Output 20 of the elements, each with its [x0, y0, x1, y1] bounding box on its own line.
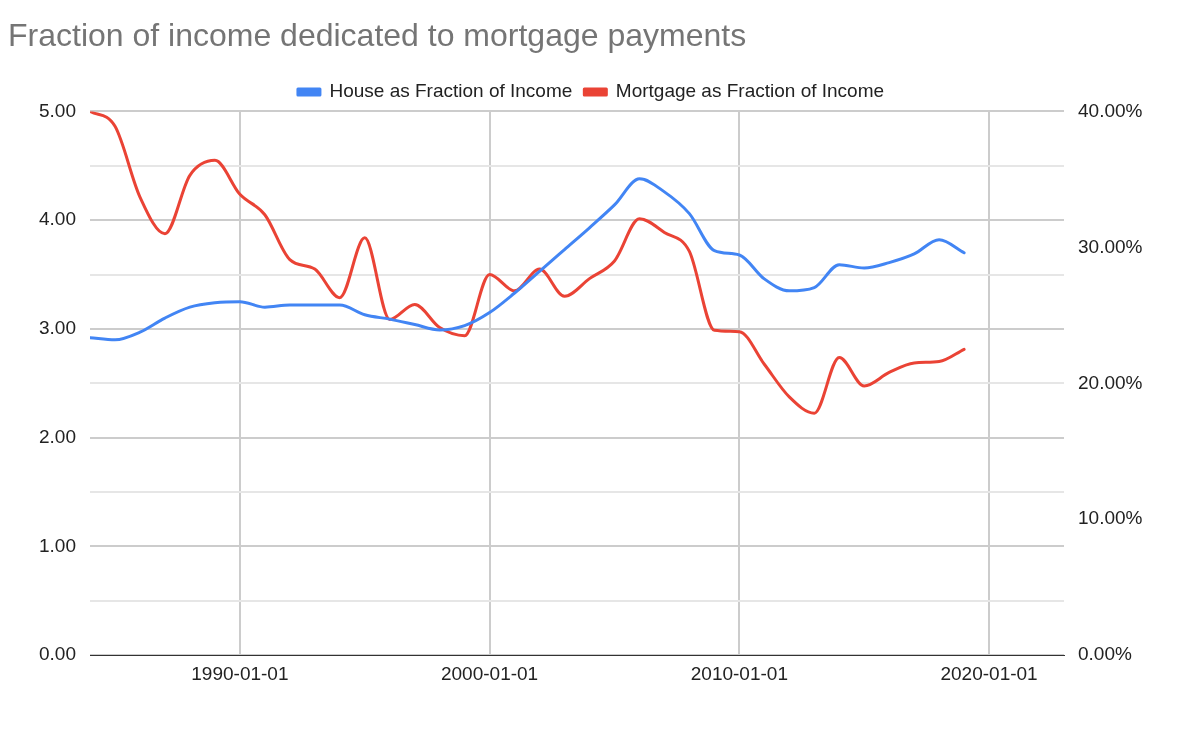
x-tick-label: 2000-01-01 [440, 662, 539, 684]
y2-tick-label: 20.00% [1078, 371, 1143, 393]
line-series [90, 177, 966, 342]
y-tick-label: 1.00 [39, 534, 76, 556]
legend-label: Mortgage as Fraction of Income [615, 80, 885, 102]
y-tick-label: 5.00 [39, 99, 76, 121]
y-tick-label: 3.00 [39, 317, 76, 339]
x-tick-label: 2020-01-01 [940, 662, 1038, 684]
line-series [90, 111, 966, 415]
x-tick-label: 2010-01-01 [690, 662, 788, 684]
y-tick-label: 4.00 [39, 208, 76, 230]
legend-label: House as Fraction of Income [329, 80, 573, 102]
y2-tick-label: 40.00% [1078, 99, 1143, 121]
y-tick-label: 2.00 [39, 425, 76, 447]
y2-tick-label: 30.00% [1078, 235, 1143, 257]
y2-tick-label: 0.00% [1078, 643, 1132, 665]
y-tick-label: 0.00 [39, 643, 76, 665]
x-tick-label: 1990-01-01 [191, 662, 289, 684]
chart-title: Fraction of income dedicated to mortgage payments [8, 17, 747, 54]
y2-tick-label: 10.00% [1078, 507, 1143, 529]
